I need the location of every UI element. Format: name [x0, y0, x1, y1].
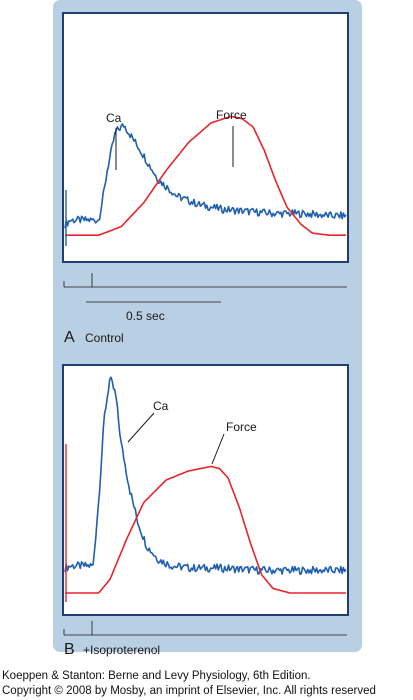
panel-b-leader-line-0: [127, 412, 155, 443]
credit-line-1: Koeppen & Stanton: Berne and Levy Physio…: [2, 670, 311, 682]
panel-a-force-label: Force: [216, 108, 247, 122]
panel-a-force-trace: [65, 115, 346, 236]
credit-line-2: Copyright © 2008 by Mosby, an imprint of…: [2, 685, 376, 697]
panel-b-letter: B: [64, 641, 75, 658]
panel-a-chart: [64, 115, 347, 246]
copyright-credit: Koeppen & Stanton: Berne and Levy Physio…: [2, 669, 376, 699]
panel-a-condition: Control: [85, 331, 124, 345]
panel-b-leader-line-1: [211, 433, 225, 465]
scale-bar-label: 0.5 sec: [126, 309, 165, 323]
panel-b-ca-trace: [64, 376, 347, 576]
panel-b-ca-label: Ca: [153, 399, 169, 413]
panel-a-ca-trace: [64, 123, 347, 229]
panel-a-ca-label: Ca: [106, 111, 122, 125]
panel-a-plot-frame: [62, 12, 349, 263]
panel-a-letter: A: [64, 329, 75, 346]
panel-b-force-label: Force: [226, 420, 257, 434]
panel-b-force-trace: [65, 465, 346, 594]
panel-b-condition: +Isoproterenol: [83, 643, 161, 657]
